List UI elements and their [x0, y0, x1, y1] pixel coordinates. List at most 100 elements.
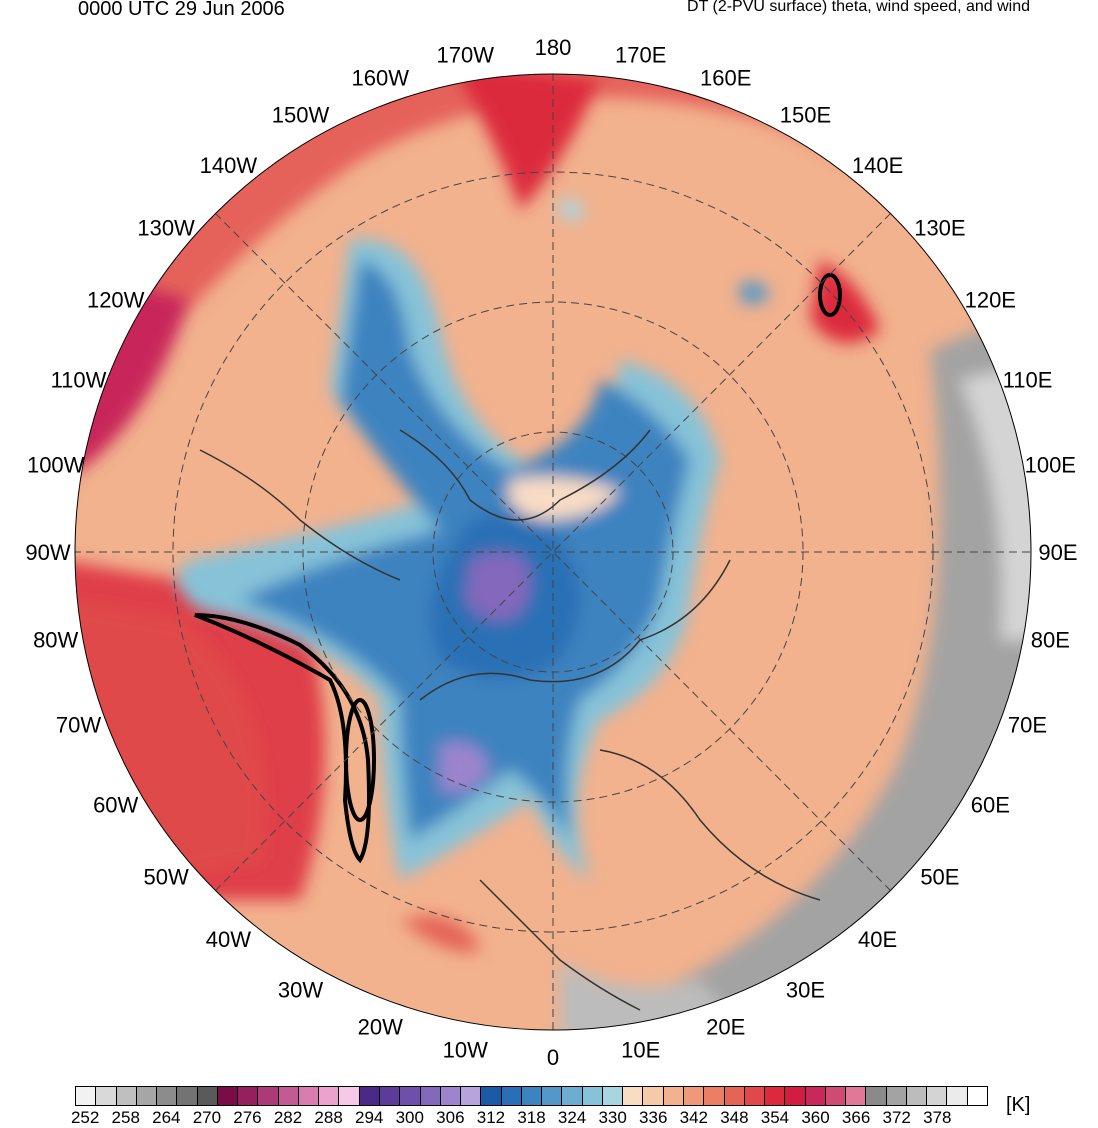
colorbar-tick-label: 372 [882, 1108, 911, 1127]
colorbar-swatch [927, 1087, 948, 1105]
colorbar-swatch [521, 1087, 543, 1105]
longitude-label: 60W [93, 793, 138, 818]
colorbar-tick-label: 294 [355, 1108, 384, 1127]
colorbar-swatch [217, 1087, 239, 1105]
longitude-label: 140W [200, 153, 258, 178]
colorbar-tick-label: 264 [152, 1108, 181, 1127]
colorbar-swatch [602, 1087, 624, 1105]
colorbar-swatch [623, 1087, 644, 1105]
colorbar-tick-label: 288 [314, 1108, 343, 1127]
longitude-label: 160W [352, 66, 410, 91]
colorbar-tick-label: 330 [598, 1108, 627, 1127]
longitude-label: 0 [547, 1045, 559, 1070]
product-title: DT (2-PVU surface) theta, wind speed, an… [687, 0, 1030, 15]
colorbar-swatch [542, 1087, 563, 1105]
colorbar-swatch [76, 1087, 97, 1105]
colorbar-tick-label: 306 [436, 1108, 465, 1127]
colorbar-swatch [663, 1087, 684, 1105]
colorbar-swatch [461, 1087, 482, 1105]
longitude-label: 170W [437, 43, 495, 68]
colorbar-swatch [400, 1087, 421, 1105]
colorbar-swatch [116, 1087, 137, 1105]
colorbar-swatch [96, 1087, 117, 1105]
longitude-label: 30E [786, 977, 825, 1002]
colorbar-swatch [744, 1087, 766, 1105]
colorbar-swatch [339, 1087, 360, 1105]
colorbar-swatch [298, 1087, 320, 1105]
colorbar-swatch [704, 1087, 725, 1105]
longitude-label: 170E [615, 43, 666, 68]
longitude-label: 120W [87, 288, 145, 313]
longitude-label: 40W [206, 927, 251, 952]
colorbar-swatch [440, 1087, 462, 1105]
colorbar-swatch [785, 1087, 806, 1105]
longitude-label: 90W [25, 540, 70, 565]
colorbar-tick-label: 324 [557, 1108, 587, 1127]
colorbar-tick-label: 252 [70, 1108, 100, 1127]
colorbar-swatch [967, 1087, 987, 1105]
colorbar-swatch [562, 1087, 583, 1105]
longitude-label: 50W [143, 865, 188, 890]
longitude-label: 10E [621, 1037, 660, 1062]
colorbar-swatch [765, 1087, 786, 1105]
colorbar-tick-label: 318 [517, 1108, 546, 1127]
colorbar-tick-label: 354 [760, 1108, 790, 1127]
colorbar-swatch [319, 1087, 340, 1105]
longitude-label: 20E [706, 1015, 745, 1040]
colorbar-tick-label: 366 [841, 1108, 871, 1127]
colorbar-tick-label: 270 [192, 1108, 222, 1127]
longitude-label: 40E [858, 927, 897, 952]
longitude-label: 30W [278, 977, 323, 1002]
longitude-label: 180 [535, 35, 572, 60]
polar-map: 180 170E 160E 150E 140E 130E 120E 110E 100E 90E 80… [25, 35, 1077, 1070]
longitude-label: 70W [56, 713, 101, 738]
longitude-label: 20W [358, 1015, 403, 1040]
colorbar-swatch [258, 1087, 279, 1105]
colorbar-swatch [805, 1087, 826, 1105]
longitude-label: 50E [920, 865, 959, 890]
colorbar-swatch [379, 1087, 401, 1105]
map-boundary [74, 73, 1032, 1031]
colorbar-swatch [582, 1087, 603, 1105]
colorbar-tick-label: 282 [273, 1108, 303, 1127]
colorbar-swatch [157, 1087, 178, 1105]
longitude-labels: 180 170E 160E 150E 140E 130E 120E 110E 100E 90E 80… [25, 35, 1077, 1070]
longitude-label: 120E [965, 288, 1016, 313]
longitude-label: 90E [1038, 540, 1077, 565]
longitude-label: 160E [700, 66, 751, 91]
colorbar-unit: [K] [1006, 1094, 1031, 1116]
colorbar-swatch [481, 1087, 502, 1105]
colorbar-tick-label: 360 [801, 1108, 830, 1127]
longitude-label: 70E [1008, 713, 1047, 738]
colorbar-swatch [359, 1087, 380, 1105]
colorbar-swatch [197, 1087, 218, 1105]
colorbar-swatch [643, 1087, 664, 1105]
valid-time-label: 0000 UTC 29 Jun 2006 [78, 0, 285, 20]
colorbar-tick-label: 312 [476, 1108, 506, 1127]
colorbar-swatch [501, 1087, 522, 1105]
colorbar-swatch [947, 1087, 968, 1105]
colorbar [75, 1086, 988, 1106]
longitude-label: 140E [852, 153, 903, 178]
shading-layer [75, 74, 1031, 1030]
colorbar-tick-label: 276 [233, 1108, 262, 1127]
colorbar-tick-label: 342 [679, 1108, 708, 1127]
colorbar-swatch [420, 1087, 441, 1105]
colorbar-swatch [278, 1087, 299, 1105]
longitude-label: 10W [443, 1037, 488, 1062]
longitude-label: 130W [137, 215, 195, 240]
colorbar-tick-label: 258 [111, 1108, 140, 1127]
colorbar-swatch [177, 1087, 198, 1105]
colorbar-swatch [846, 1087, 867, 1105]
colorbar-tick-label: 348 [720, 1108, 749, 1127]
colorbar-swatch [238, 1087, 259, 1105]
longitude-label: 150E [780, 103, 831, 128]
longitude-label: 100W [27, 452, 85, 477]
colorbar-tick-label: 336 [639, 1108, 668, 1127]
longitude-label: 110W [51, 367, 107, 392]
colorbar-ticks: 252 258 264 270 276 282 288 294 300 306 312 318 324 3… [71, 1108, 988, 1128]
colorbar-swatch [825, 1087, 847, 1105]
colorbar-swatch [886, 1087, 907, 1105]
longitude-label: 80E [1031, 628, 1070, 653]
colorbar-swatch [906, 1087, 928, 1105]
